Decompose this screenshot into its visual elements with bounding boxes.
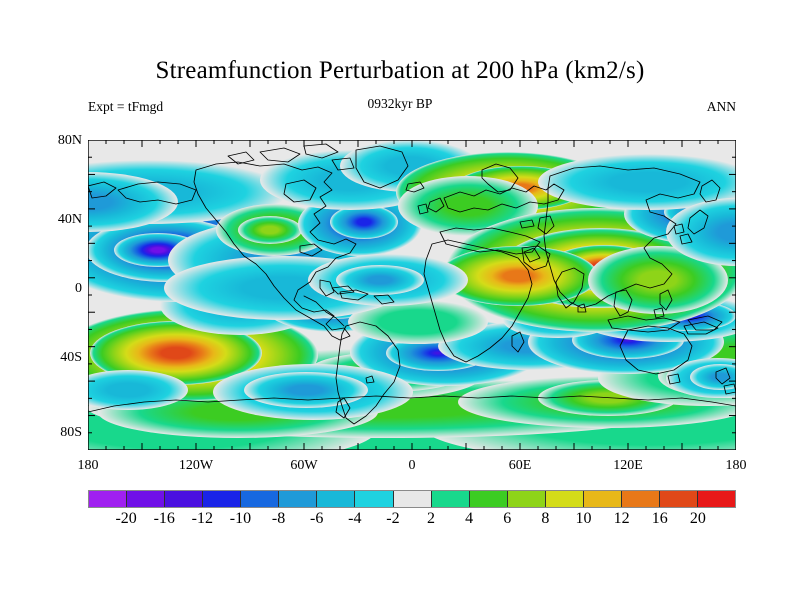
y-tick-40N: 40N (57, 212, 82, 227)
colorbar-tick--16: -16 (153, 510, 175, 527)
colorbar-cell-6 (317, 491, 356, 507)
x-tick-180E: 180 (725, 458, 747, 473)
colorbar-tick--6: -6 (310, 510, 324, 527)
x-tick-180W: 180 (77, 458, 99, 473)
colorbar-cell-15 (659, 491, 698, 507)
contour-field (88, 140, 736, 450)
map-plot-area (88, 140, 736, 450)
colorbar-cell-10 (469, 491, 508, 507)
y-tick-80N: 80N (57, 133, 82, 148)
colorbar-cell-14 (621, 491, 660, 507)
x-tick-120E: 120E (613, 458, 643, 473)
colorbar-tick-8: 8 (541, 510, 550, 527)
colorbar-tick-16: 16 (651, 510, 668, 527)
colorbar-cell-12 (545, 491, 584, 507)
colorbar-tick-20: 20 (689, 510, 706, 527)
colorbar-cell-3 (203, 491, 242, 507)
colorbar-tick--10: -10 (229, 510, 252, 527)
colorbar-tick--8: -8 (271, 510, 286, 527)
x-tick-0: 0 (408, 458, 416, 473)
season-label: ANN (706, 99, 736, 114)
colorbar-tick-2: 2 (427, 510, 436, 527)
x-tick-60W: 60W (290, 458, 318, 473)
colorbar-cell-2 (165, 491, 204, 507)
colorbar-cell-1 (127, 491, 166, 507)
colorbar-cell-11 (507, 491, 546, 507)
colorbar-tick--20: -20 (115, 510, 137, 527)
y-tick-0: 0 (75, 281, 82, 296)
coastlines (88, 143, 736, 425)
colorbar-tick--2: -2 (386, 510, 400, 527)
time-period-label: 0932kyr BP (367, 96, 433, 111)
tick-marks (88, 140, 736, 450)
colorbar-cell-13 (583, 491, 622, 507)
colorbar-tick-10: 10 (575, 510, 592, 527)
colorbar-cell-8 (393, 491, 432, 507)
colorbar-tick-4: 4 (465, 510, 474, 527)
colorbar-cell-7 (355, 491, 394, 507)
x-tick-120W: 120W (178, 458, 214, 473)
x-tick-60E: 60E (508, 458, 532, 473)
y-tick-40S: 40S (60, 350, 82, 365)
colorbar-tick--12: -12 (191, 510, 213, 527)
colorbar-tick-12: 12 (613, 510, 630, 527)
page-title: Streamfunction Perturbation at 200 hPa (… (155, 57, 645, 84)
colorbar-tick-6: 6 (503, 510, 512, 527)
colorbar-tick--4: -4 (348, 510, 362, 527)
colorbar-cell-9 (431, 491, 470, 507)
colorbar-cell-16 (698, 491, 736, 507)
colorbar-cell-0 (89, 491, 128, 507)
y-tick-80S: 80S (60, 425, 82, 440)
colorbar-cell-4 (241, 491, 280, 507)
streamfunction-heatmap (88, 140, 736, 450)
colorbar (88, 490, 736, 508)
experiment-label: Expt = tFmgd (88, 99, 164, 114)
colorbar-cell-5 (279, 491, 318, 507)
